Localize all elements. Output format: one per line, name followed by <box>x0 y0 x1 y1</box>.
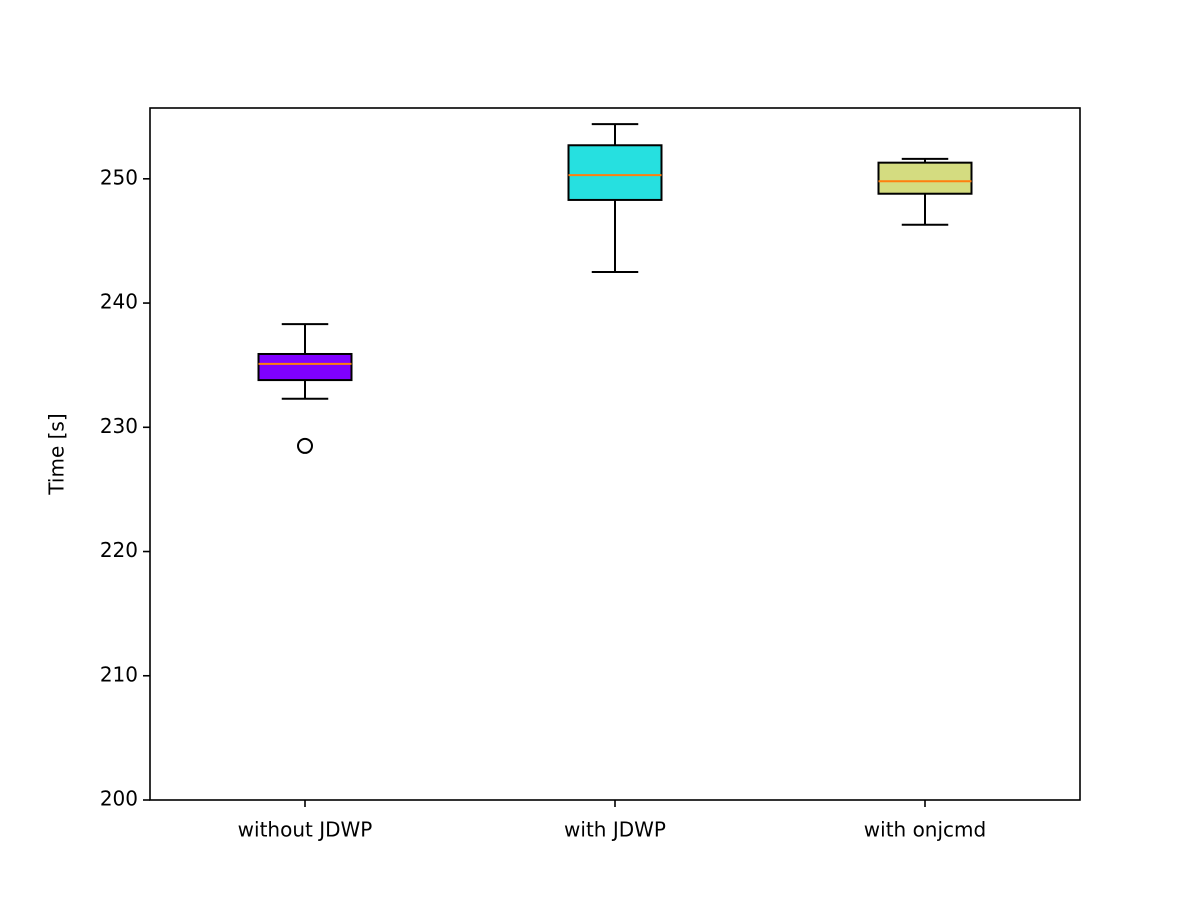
y-tick-label: 240 <box>100 290 138 314</box>
box <box>877 161 973 195</box>
plot-frame <box>149 107 1081 801</box>
y-tick-label: 230 <box>100 414 138 438</box>
y-axis-label: Time [s] <box>45 413 69 495</box>
box <box>567 144 663 201</box>
x-tick-label: with onjcmd <box>864 818 986 842</box>
x-tick-label: without JDWP <box>238 818 373 842</box>
y-tick-label: 220 <box>100 538 138 562</box>
outlier <box>297 437 313 454</box>
x-tick-label: with JDWP <box>564 818 666 842</box>
y-tick-label: 250 <box>100 165 138 189</box>
box <box>257 352 353 382</box>
y-tick-label: 200 <box>100 787 138 811</box>
y-tick-label: 210 <box>100 662 138 686</box>
